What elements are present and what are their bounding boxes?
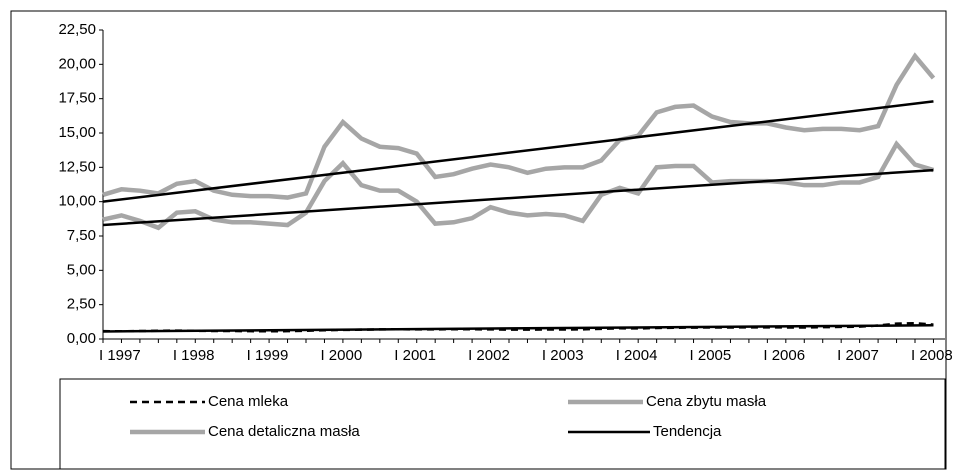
x-tick-label: I 2000: [320, 347, 362, 364]
legend-label: Cena zbytu masła: [646, 393, 767, 410]
y-tick-label: 15,00: [58, 124, 96, 141]
trend-line: [102, 100, 934, 203]
legend-label: Tendencja: [653, 423, 722, 440]
legend-label: Cena mleka: [208, 393, 289, 410]
x-tick-label: I 1997: [99, 347, 141, 364]
x-tick-label: I 1998: [173, 347, 215, 364]
trend-line: [102, 324, 934, 333]
legend-label: Cena detaliczna masła: [208, 423, 360, 440]
x-tick-label: I 1999: [247, 347, 289, 364]
y-tick-label: 20,00: [58, 55, 96, 72]
y-tick-label: 0,00: [67, 330, 96, 347]
x-tick-label: I 2008: [911, 347, 953, 364]
legend-box: [59, 378, 946, 470]
x-tick-label: I 2003: [542, 347, 584, 364]
y-tick-label: 7,50: [67, 227, 96, 244]
y-tick-label: 2,50: [67, 296, 96, 313]
trend-line: [102, 168, 934, 227]
series-line: [102, 52, 936, 200]
y-tick-label: 17,50: [58, 90, 96, 107]
y-tick-label: 22,50: [58, 21, 96, 38]
x-tick-label: I 2006: [763, 347, 805, 364]
x-tick-label: I 2002: [468, 347, 510, 364]
series-line: [102, 140, 935, 231]
y-tick-label: 10,00: [58, 193, 96, 210]
x-tick-label: I 2001: [394, 347, 436, 364]
y-tick-label: 5,00: [67, 261, 96, 278]
x-tick-label: I 2005: [690, 347, 732, 364]
x-tick-label: I 2007: [837, 347, 879, 364]
y-tick-label: 12,50: [58, 158, 96, 175]
x-tick-label: I 2004: [616, 347, 658, 364]
